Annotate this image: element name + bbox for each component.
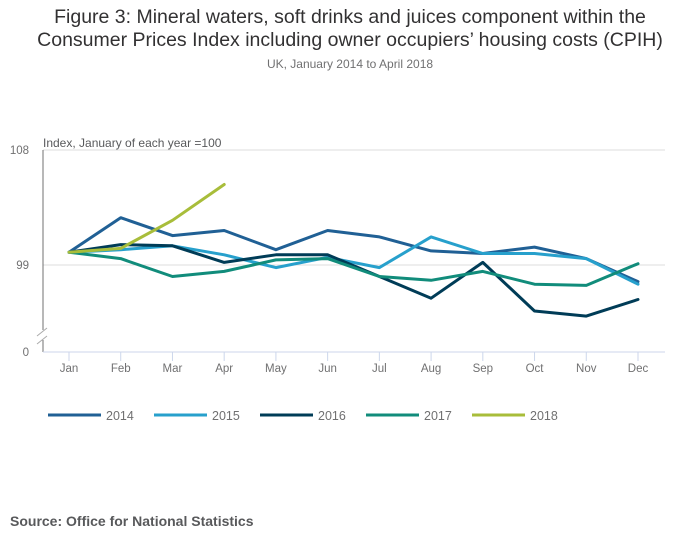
series-line-2018 xyxy=(67,183,226,254)
x-tick-label: Dec xyxy=(628,363,649,375)
y-tick-label: 108 xyxy=(10,145,29,157)
legend: 2014 2015 2016 2017 2018 xyxy=(48,409,558,423)
x-tick-label: Nov xyxy=(576,363,597,375)
legend-label-2016: 2016 xyxy=(318,409,346,423)
series-line-2017 xyxy=(67,250,640,287)
axis-break-mark xyxy=(36,335,48,345)
chart-subtitle: UK, January 2014 to April 2018 xyxy=(266,57,434,71)
x-tick-label: Feb xyxy=(111,363,131,375)
series-line-2014 xyxy=(67,216,640,284)
legend-label-2017: 2017 xyxy=(424,409,452,423)
axis-break-mark xyxy=(36,327,48,337)
legend-label-2015: 2015 xyxy=(212,409,240,423)
x-tick-label: Apr xyxy=(215,363,233,375)
x-tick-label: Sep xyxy=(473,363,493,375)
axes xyxy=(36,150,665,353)
source-note: Source: Office for National Statistics xyxy=(10,513,254,529)
x-tick-label: May xyxy=(265,363,287,375)
x-tick-label: Aug xyxy=(421,363,441,375)
x-tick-label: Mar xyxy=(163,363,183,375)
series-lines xyxy=(67,183,640,318)
y-axis-label: Index, January of each year =100 xyxy=(43,136,222,150)
x-tick-label: Jul xyxy=(372,363,387,375)
x-tick-label: Jan xyxy=(60,363,79,375)
x-tick-label: Oct xyxy=(526,363,545,375)
y-tick-label: 99 xyxy=(16,260,29,272)
x-axis-ticks: Jan Feb Mar Apr May Jun Jul Aug Sep Oct Nov Dec xyxy=(60,352,649,375)
chart-title: Figure 3: Mineral waters, soft drinks an… xyxy=(0,6,700,52)
chart-title-line-2: Consumer Prices Index including owner oc… xyxy=(37,29,663,51)
y-axis-ticks: 0 99 108 xyxy=(10,145,29,359)
series-line-2016 xyxy=(67,243,640,318)
line-chart: Index, January of each year =100 099108 … xyxy=(10,136,665,423)
y-tick-label: 0 xyxy=(23,347,29,359)
x-tick-label: Jun xyxy=(318,363,337,375)
legend-label-2018: 2018 xyxy=(530,409,558,423)
chart-title-line-1: Figure 3: Mineral waters, soft drinks an… xyxy=(54,6,646,28)
legend-label-2014: 2014 xyxy=(106,409,134,423)
